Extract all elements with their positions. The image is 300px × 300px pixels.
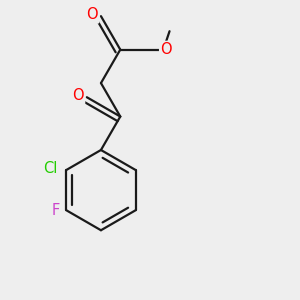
Text: O: O	[160, 42, 172, 57]
Text: O: O	[72, 88, 84, 103]
Text: O: O	[86, 7, 98, 22]
Text: F: F	[51, 203, 60, 218]
Text: Cl: Cl	[44, 161, 58, 176]
